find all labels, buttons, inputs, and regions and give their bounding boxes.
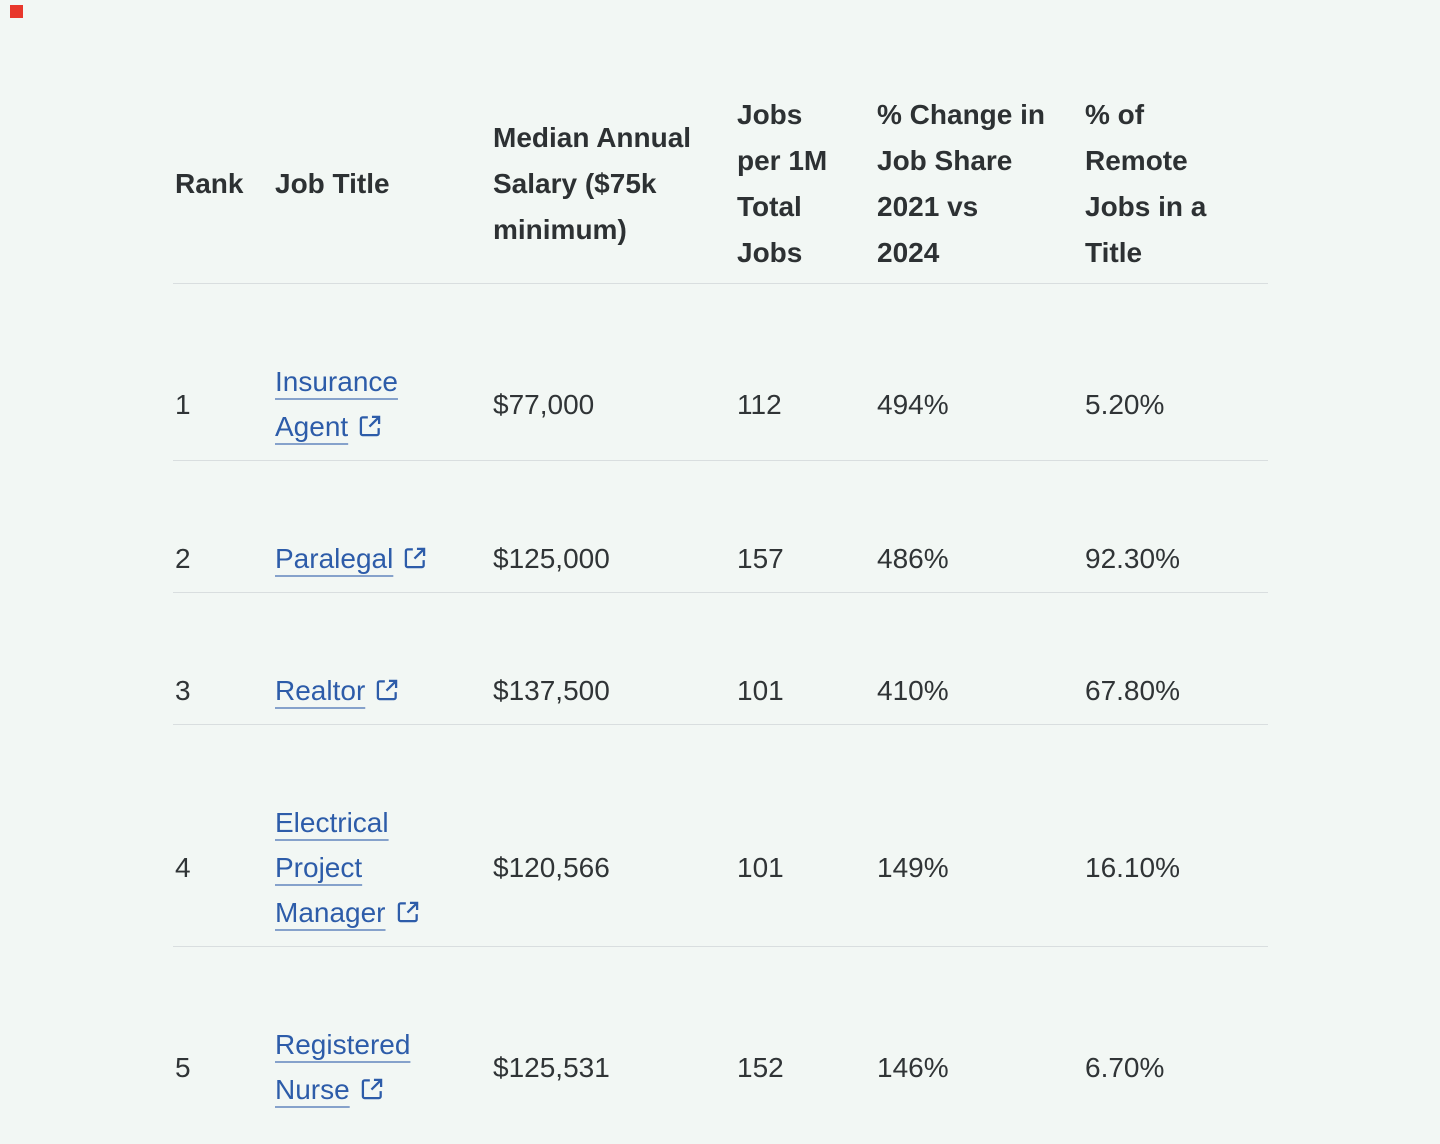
remote-share-cell: 92.30% — [1085, 543, 1180, 574]
job-title-label: Insurance Agent — [275, 366, 398, 442]
table-row: 5 Registered Nurse $125,531 152 146% 6.7… — [173, 947, 1268, 1123]
red-marker — [10, 5, 23, 18]
remote-jobs-table: Rank Job Title Median Annual Salary ($75… — [173, 85, 1268, 1123]
salary-cell: $125,000 — [493, 543, 610, 574]
change-cell: 494% — [877, 388, 949, 420]
job-title-link[interactable]: Insurance Agent — [275, 366, 398, 442]
column-header-rank: Rank — [175, 168, 244, 199]
remote-share-cell: 5.20% — [1085, 388, 1165, 420]
job-title-label: Paralegal — [275, 543, 394, 574]
job-title-cell: Insurance Agent — [275, 359, 493, 449]
remote-share-cell: 67.80% — [1085, 675, 1180, 706]
table-row: 1 Insurance Agent $77,000 112 494% 5.20% — [173, 284, 1268, 461]
change-cell: 486% — [877, 543, 949, 574]
change-cell: 149% — [877, 852, 949, 883]
table-row: 3 Realtor $137,500 101 410% 67.80% — [173, 593, 1268, 725]
change-cell: 146% — [877, 1051, 949, 1083]
salary-cell: $120,566 — [493, 852, 610, 883]
salary-cell: $125,531 — [493, 1051, 610, 1083]
external-link-icon — [361, 1078, 382, 1100]
jobs-per-1m-cell: 157 — [737, 543, 784, 574]
job-title-cell: Electrical Project Manager — [275, 800, 493, 935]
change-cell: 410% — [877, 675, 949, 706]
jobs-per-1m-cell: 152 — [737, 1051, 784, 1083]
column-header-change: % Change in Job Share 2021 vs 2024 — [877, 99, 1046, 268]
job-title-label: Registered Nurse — [275, 1029, 411, 1105]
salary-cell: $77,000 — [493, 388, 595, 420]
job-title-link[interactable]: Electrical Project Manager — [275, 807, 421, 928]
external-link-icon — [377, 679, 398, 701]
job-title-link[interactable]: Realtor — [275, 675, 400, 706]
table-row: 4 Electrical Project Manager $120,566 10… — [173, 725, 1268, 947]
jobs-per-1m-cell: 101 — [737, 675, 784, 706]
job-title-cell: Realtor — [275, 668, 493, 713]
table-header-row: Rank Job Title Median Annual Salary ($75… — [173, 85, 1268, 284]
job-title-link[interactable]: Paralegal — [275, 543, 428, 574]
jobs-per-1m-cell: 101 — [737, 852, 784, 883]
column-header-remote: % of Remote Jobs in a Title — [1085, 99, 1207, 268]
rank-cell: 3 — [175, 675, 191, 706]
external-link-icon — [405, 547, 426, 569]
column-header-salary: Median Annual Salary ($75k minimum) — [493, 122, 692, 245]
remote-share-cell: 16.10% — [1085, 852, 1180, 883]
rank-cell: 5 — [175, 1051, 191, 1083]
rank-cell: 4 — [175, 852, 191, 883]
table-row: 2 Paralegal $125,000 157 486% 92.30% — [173, 461, 1268, 593]
rank-cell: 1 — [175, 388, 191, 420]
remote-share-cell: 6.70% — [1085, 1051, 1165, 1083]
column-header-jobs-per-1m: Jobs per 1M Total Jobs — [737, 99, 828, 268]
job-title-label: Electrical Project Manager — [275, 807, 389, 928]
job-title-cell: Registered Nurse — [275, 1022, 493, 1112]
job-title-link[interactable]: Registered Nurse — [275, 1029, 410, 1105]
job-title-label: Realtor — [275, 675, 366, 706]
jobs-per-1m-cell: 112 — [737, 388, 782, 420]
external-link-icon — [359, 415, 381, 437]
salary-cell: $137,500 — [493, 675, 610, 706]
external-link-icon — [397, 901, 418, 923]
column-header-job-title: Job Title — [275, 168, 390, 199]
job-title-cell: Paralegal — [275, 536, 493, 581]
rank-cell: 2 — [175, 543, 191, 574]
